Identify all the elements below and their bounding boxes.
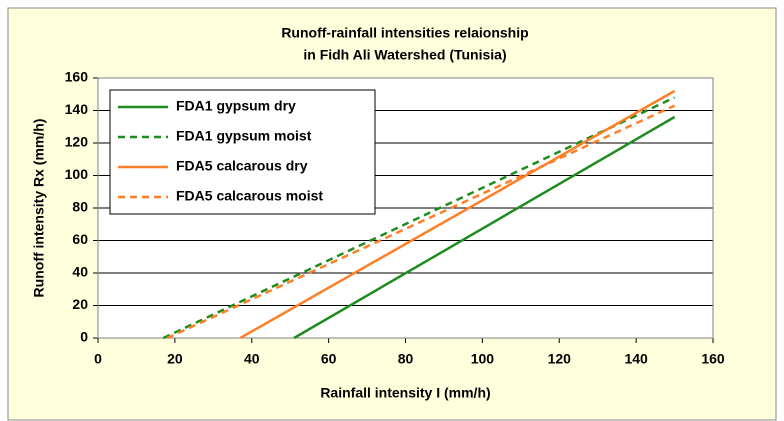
- x-tick-label: 20: [167, 351, 183, 367]
- legend-label: FDA1 gypsum dry: [176, 98, 296, 114]
- y-tick-label: 140: [65, 101, 89, 117]
- legend-label: FDA5 calcarous dry: [176, 158, 308, 174]
- x-tick-label: 120: [548, 351, 572, 367]
- x-tick-label: 0: [94, 351, 102, 367]
- legend-box: [109, 89, 376, 215]
- x-tick-label: 160: [701, 351, 725, 367]
- y-tick-label: 20: [72, 296, 88, 312]
- chart-title: Runoff-rainfall intensities relaionship: [281, 25, 528, 41]
- x-tick-label: 140: [624, 351, 648, 367]
- y-tick-label: 80: [72, 199, 88, 215]
- plot-border: [97, 77, 714, 339]
- series-line: [239, 89, 676, 340]
- x-tick-label: 60: [321, 351, 337, 367]
- series-line: [293, 115, 676, 340]
- x-tick-label: 40: [244, 351, 260, 367]
- legend-label: FDA1 gypsum moist: [176, 128, 312, 144]
- y-tick-label: 160: [65, 69, 89, 85]
- y-axis-label: Runoff intensity Rx (mm/h): [31, 119, 47, 298]
- chart-title: in Fidh Ali Watershed (Tunisia): [303, 47, 506, 63]
- series-line: [162, 96, 676, 340]
- y-tick-label: 100: [65, 166, 89, 182]
- x-tick-label: 100: [471, 351, 495, 367]
- legend-label: FDA5 calcarous moist: [176, 188, 323, 204]
- y-tick-label: 120: [65, 134, 89, 150]
- y-tick-label: 60: [72, 231, 88, 247]
- y-tick-label: 0: [80, 329, 88, 345]
- series-line: [166, 104, 676, 340]
- x-axis-label: Rainfall intensity I (mm/h): [320, 385, 490, 401]
- y-tick-label: 40: [72, 264, 88, 280]
- x-tick-label: 80: [398, 351, 414, 367]
